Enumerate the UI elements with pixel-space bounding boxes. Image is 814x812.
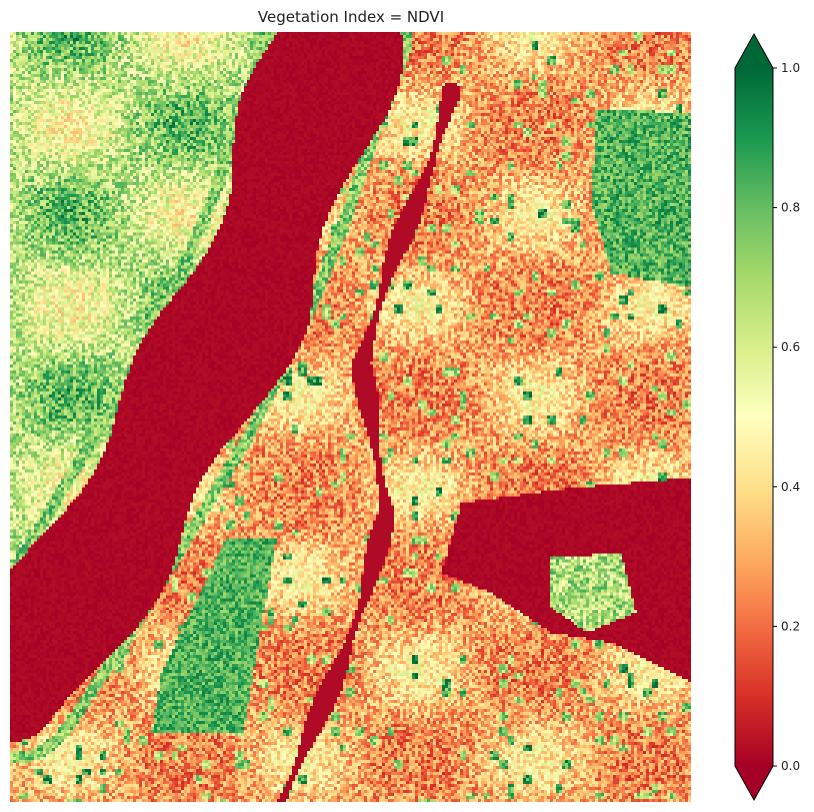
- colorbar-extend-max: [735, 34, 773, 68]
- colorbar-tick-label: 0.8: [781, 201, 800, 215]
- colorbar-gradient: [735, 68, 773, 766]
- colorbar: 0.0 0.2 0.4 0.6 0.8 1.0: [734, 32, 800, 802]
- ndvi-raster: [10, 32, 691, 802]
- chart-title: Vegetation Index = NDVI: [258, 8, 444, 26]
- colorbar-extend-min: [735, 766, 773, 800]
- colorbar-tick-label: 0.0: [781, 759, 800, 773]
- colorbar-tick-label: 0.6: [781, 340, 800, 354]
- colorbar-ticks: 0.0 0.2 0.4 0.6 0.8 1.0: [773, 61, 800, 773]
- colorbar-tick-label: 1.0: [781, 61, 800, 75]
- colorbar-tick-label: 0.2: [781, 619, 800, 633]
- colorbar-tick-label: 0.4: [781, 480, 800, 494]
- ndvi-raster-image: [10, 32, 691, 802]
